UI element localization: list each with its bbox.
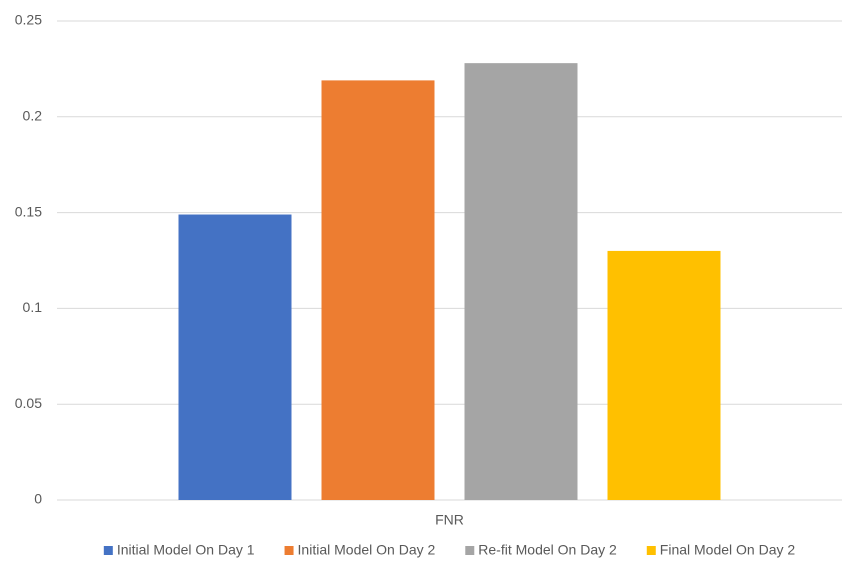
legend-marker bbox=[284, 546, 294, 555]
y-tick-label: 0 bbox=[34, 491, 42, 507]
y-tick-label: 0.05 bbox=[15, 395, 42, 411]
bar bbox=[178, 214, 292, 501]
legend-label: Final Model On Day 2 bbox=[660, 542, 796, 558]
y-tick-label: 0.15 bbox=[15, 203, 42, 219]
legend-label: Initial Model On Day 1 bbox=[117, 542, 255, 558]
legend-marker bbox=[103, 546, 113, 555]
legend-marker bbox=[646, 546, 656, 555]
bar bbox=[321, 80, 435, 501]
legend-marker bbox=[465, 546, 475, 555]
x-tick-label: FNR bbox=[435, 512, 464, 528]
bar bbox=[464, 63, 578, 500]
y-tick-label: 0.1 bbox=[23, 299, 43, 315]
bar bbox=[607, 250, 721, 500]
y-tick-label: 0.2 bbox=[23, 108, 43, 124]
legend-label: Re-fit Model On Day 2 bbox=[478, 542, 617, 558]
legend-label: Initial Model On Day 2 bbox=[298, 542, 436, 558]
y-tick-label: 0.25 bbox=[15, 12, 42, 28]
